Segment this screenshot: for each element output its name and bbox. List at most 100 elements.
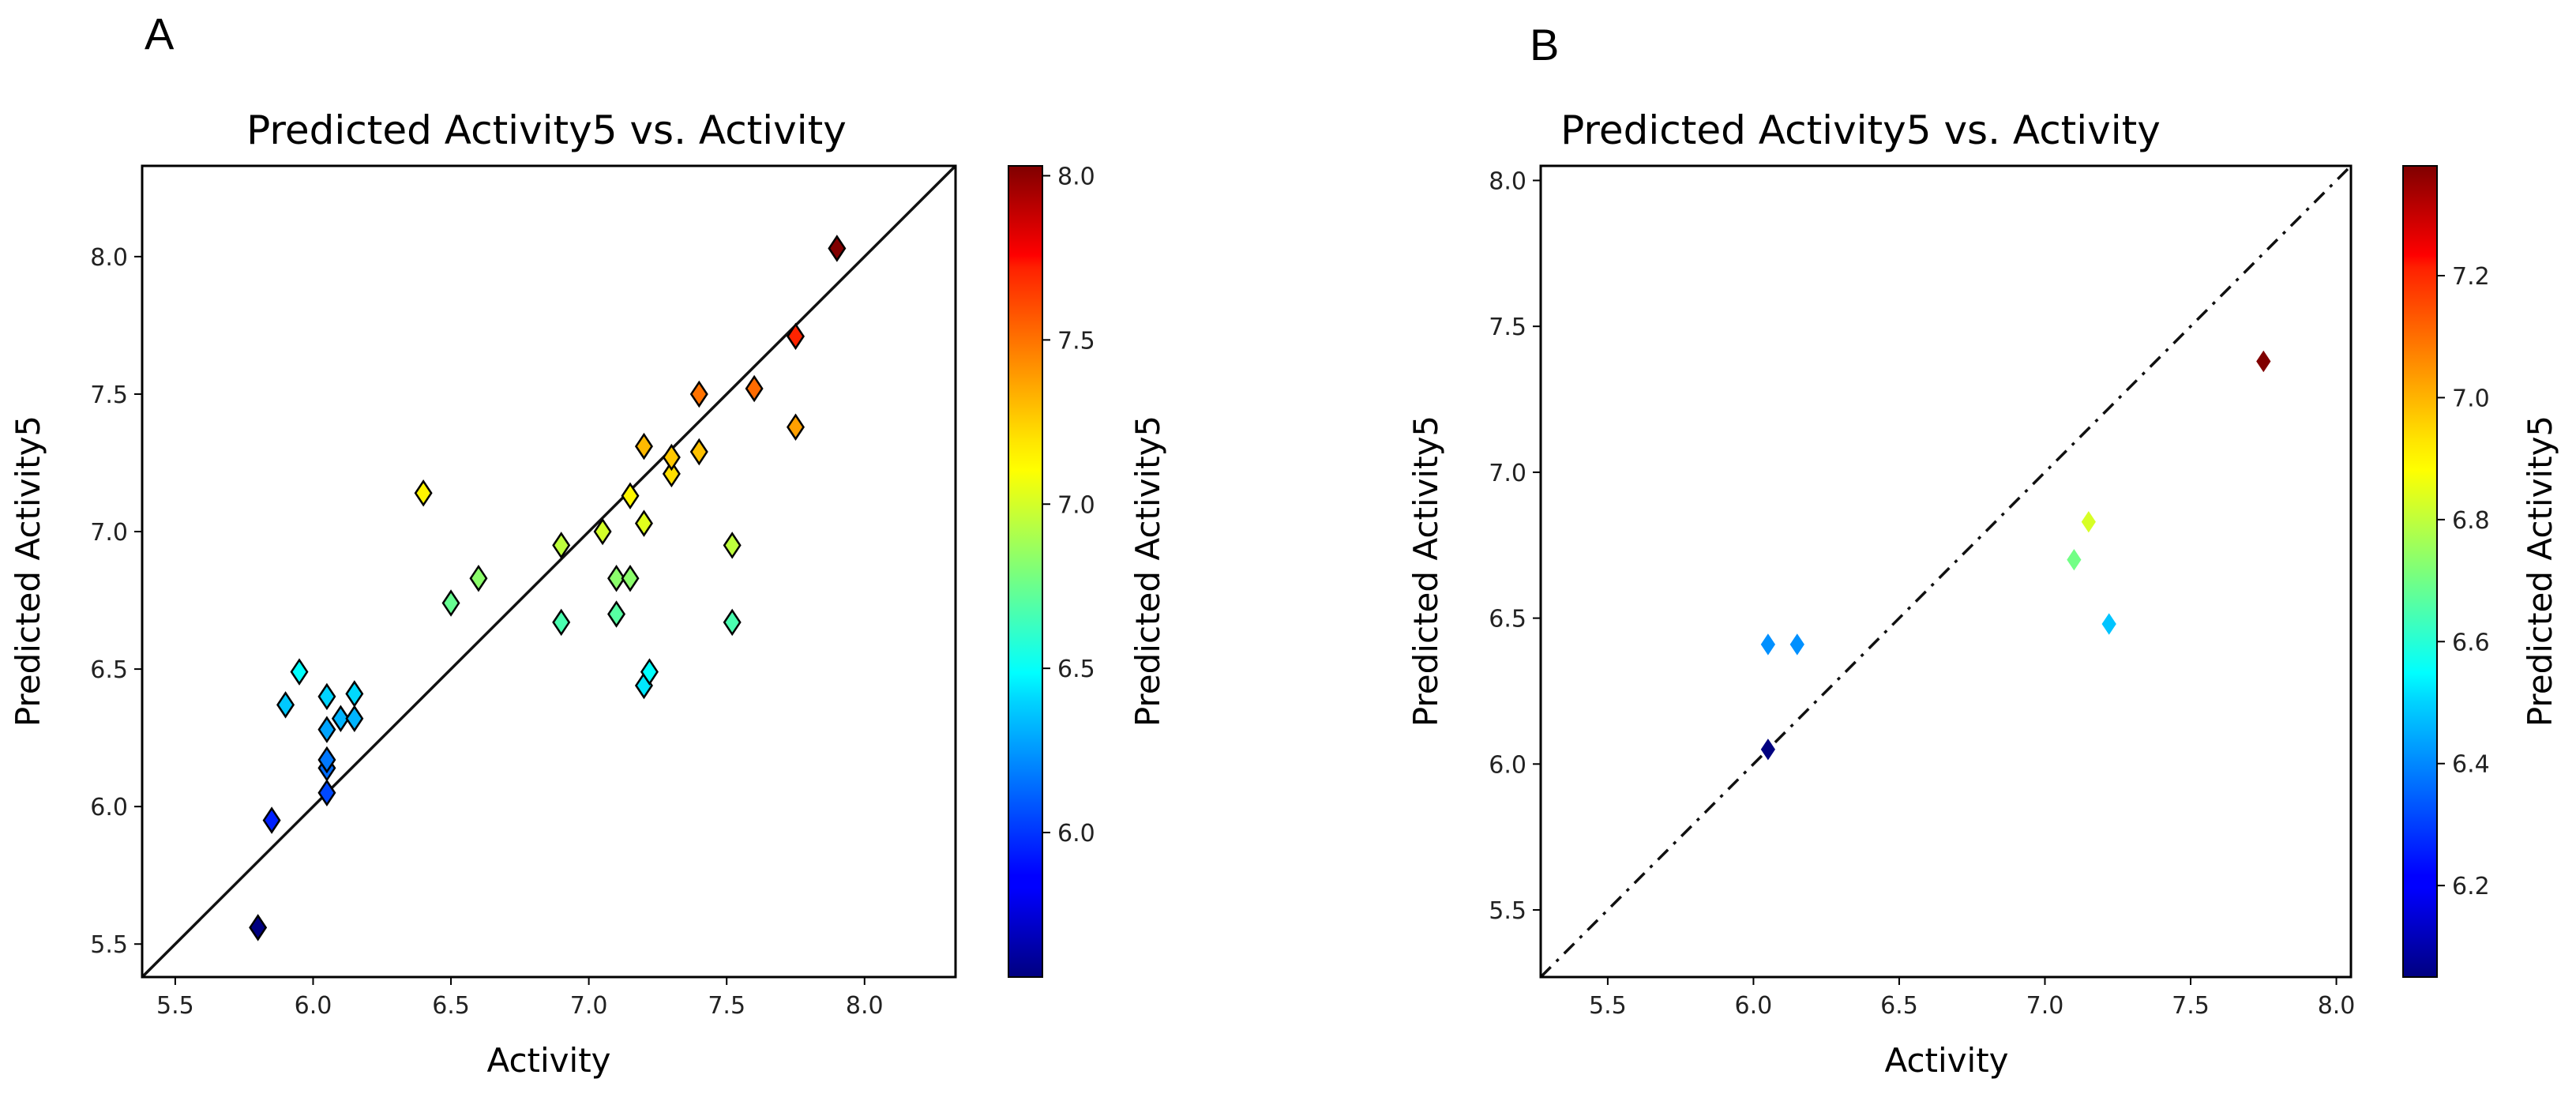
data-point	[634, 432, 653, 460]
data-point	[441, 589, 460, 617]
y-tick-label: 7.0	[90, 519, 128, 547]
axis-ticks: 5.5 6.0 6.5 7.0 7.5 8.0 5.5 6.0 6.5 7.0 7.5 8.0	[90, 244, 883, 1020]
colorbar-tick-label: 8.0	[1057, 163, 1095, 190]
y-tick-label: 6.0	[90, 794, 128, 821]
colorbar-tick-label: 6.8	[2452, 507, 2490, 535]
data-point	[414, 479, 433, 507]
data-point	[249, 914, 268, 942]
colorbar-tick-label: 6.6	[2452, 629, 2490, 656]
y-axis-label: Predicted Activity5	[9, 415, 47, 727]
data-point	[593, 517, 612, 546]
data-point	[2100, 611, 2118, 637]
data-point	[469, 564, 488, 592]
x-tick-label: 8.0	[846, 992, 884, 1020]
colorbar-tick-label: 6.5	[1057, 656, 1095, 683]
data-point	[262, 806, 281, 834]
x-axis-label: Activity	[1884, 1041, 2008, 1080]
y-tick-label: 5.5	[90, 931, 128, 959]
y-tick-label: 8.0	[1489, 167, 1526, 195]
colorbar-ticks: 6.2 6.4 6.6 6.8 7.0 7.2	[2437, 263, 2490, 900]
x-tick-label: 8.0	[2318, 992, 2356, 1020]
data-point	[552, 532, 571, 559]
x-tick-label: 5.5	[156, 992, 194, 1020]
data-point	[317, 716, 336, 743]
data-point	[276, 691, 295, 719]
y-tick-label: 5.5	[1489, 897, 1526, 925]
x-tick-label: 5.5	[1589, 992, 1627, 1020]
data-point	[607, 564, 626, 592]
y-tick-label: 6.5	[1489, 606, 1526, 633]
colorbar-tick-label: 7.2	[2452, 263, 2490, 291]
data-point	[345, 705, 364, 733]
data-point	[2255, 348, 2273, 374]
y-tick-label: 7.0	[1489, 460, 1526, 487]
chart-title: Predicted Activity5 vs. Activity	[246, 107, 847, 153]
chart-marks	[141, 164, 957, 979]
colorbar-tick-label: 6.0	[1057, 820, 1095, 848]
x-tick-label: 6.5	[1880, 992, 1918, 1020]
x-tick-label: 7.5	[708, 992, 745, 1020]
x-tick-label: 6.0	[1735, 992, 1773, 1020]
colorbar-tick-label: 6.2	[2452, 873, 2490, 900]
x-tick-label: 7.0	[2026, 992, 2064, 1020]
y-tick-label: 6.0	[1489, 751, 1526, 779]
data-point	[607, 600, 626, 628]
data-point	[662, 443, 681, 472]
panel-letter-a: A	[145, 9, 175, 58]
data-point	[689, 438, 708, 466]
panel-letter-b: B	[1530, 20, 1559, 70]
y-axis-label: Predicted Activity5	[1406, 415, 1445, 727]
x-axis-label: Activity	[486, 1041, 610, 1080]
x-tick-label: 6.5	[432, 992, 470, 1020]
chart-title: Predicted Activity5 vs. Activity	[1560, 107, 2161, 153]
y-tick-label: 6.5	[90, 656, 128, 684]
y-tick-label: 8.0	[90, 244, 128, 272]
x-tick-label: 7.0	[570, 992, 608, 1020]
data-point	[723, 608, 742, 637]
data-point	[317, 746, 336, 774]
plot-frame	[1539, 164, 2353, 979]
chart-panel-a: Predicted Activity5 vs. Activity 5.5 6.0 6…	[9, 107, 1167, 1080]
data-point	[290, 658, 309, 686]
colorbar-tick-label: 6.4	[2452, 751, 2490, 779]
data-point	[786, 322, 805, 351]
colorbar	[2402, 165, 2438, 978]
data-point	[1788, 631, 1806, 658]
colorbar-label: Predicted Activity5	[2521, 415, 2559, 727]
x-tick-label: 7.5	[2172, 992, 2210, 1020]
data-point	[2065, 547, 2083, 573]
data-point	[317, 779, 336, 807]
identity-line	[1539, 164, 2353, 979]
data-point	[786, 413, 805, 441]
colorbar-tick-label: 7.0	[2452, 385, 2490, 412]
identity-line	[141, 164, 957, 979]
data-point	[662, 460, 681, 488]
data-point	[640, 658, 659, 686]
data-point	[723, 532, 742, 559]
data-point	[828, 235, 847, 262]
axis-ticks: 5.5 6.0 6.5 7.0 7.5 8.0 5.5 6.0 6.5 7.0 7.5 8.0	[1489, 167, 2355, 1020]
data-point	[552, 608, 571, 637]
colorbar-ticks: 6.0 6.5 7.0 7.5 8.0	[1042, 163, 1095, 848]
data-point	[317, 682, 336, 711]
data-point	[745, 374, 764, 403]
data-point	[634, 509, 653, 537]
data-point	[1759, 736, 1777, 763]
y-tick-label: 7.5	[1489, 314, 1526, 341]
colorbar	[1008, 165, 1043, 978]
data-point	[1759, 631, 1777, 658]
data-point	[621, 482, 640, 510]
data-point	[689, 380, 708, 408]
x-tick-label: 6.0	[295, 992, 332, 1020]
plot-frame	[141, 164, 957, 979]
chart-panel-b: Predicted Activity5 vs. Activity 5.5 6.0 6…	[1406, 107, 2559, 1080]
data-point	[621, 564, 640, 592]
data-point	[345, 680, 364, 708]
colorbar-tick-label: 7.5	[1057, 327, 1095, 355]
data-point	[2079, 509, 2097, 536]
colorbar-label: Predicted Activity5	[1128, 415, 1167, 727]
colorbar-tick-label: 7.0	[1057, 491, 1095, 519]
chart-marks	[1539, 164, 2353, 979]
y-tick-label: 7.5	[90, 381, 128, 409]
